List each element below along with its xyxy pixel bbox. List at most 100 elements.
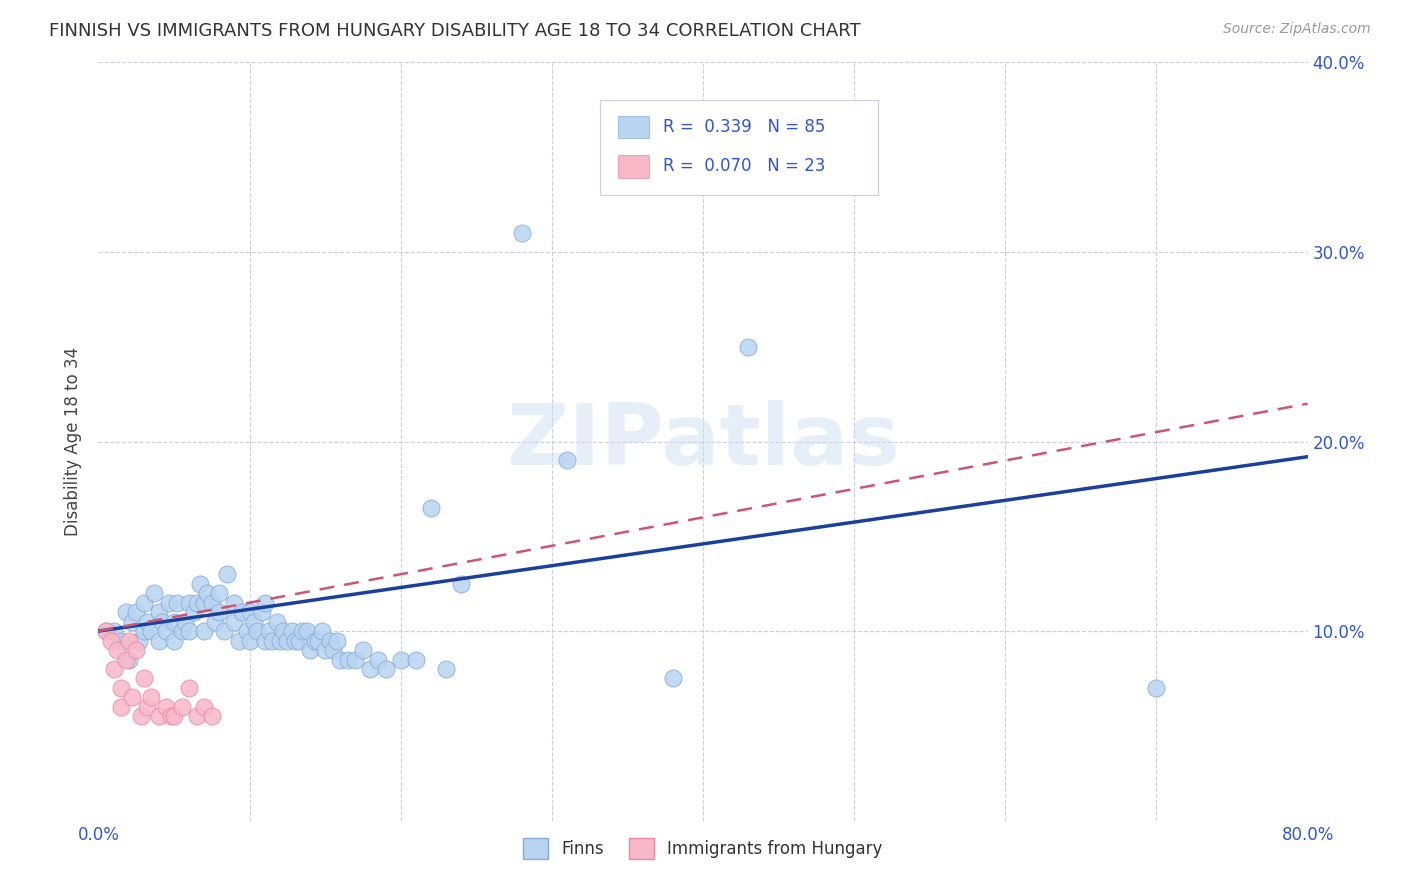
Point xyxy=(243,615,266,629)
Point xyxy=(114,652,136,666)
Point xyxy=(208,586,231,600)
Point xyxy=(257,624,280,639)
Point xyxy=(188,576,211,591)
Point xyxy=(231,605,253,619)
Point xyxy=(159,596,181,610)
Bar xyxy=(619,116,648,138)
Point xyxy=(246,624,269,639)
Point xyxy=(224,596,246,610)
Point xyxy=(284,633,307,648)
Point xyxy=(250,605,273,619)
Point xyxy=(239,605,262,619)
Point xyxy=(405,652,427,666)
Point xyxy=(344,652,367,666)
Point xyxy=(215,567,238,582)
Point xyxy=(166,596,188,610)
Point xyxy=(94,624,117,639)
Point xyxy=(204,615,226,629)
Point xyxy=(155,624,177,639)
Point xyxy=(179,624,201,639)
Point xyxy=(281,624,304,639)
Point xyxy=(299,643,322,657)
Point xyxy=(173,615,195,629)
Point xyxy=(434,662,457,676)
Point xyxy=(135,699,157,714)
Point xyxy=(118,633,141,648)
Text: R =  0.339   N = 85: R = 0.339 N = 85 xyxy=(664,118,825,136)
Point xyxy=(148,633,170,648)
Point xyxy=(208,605,231,619)
Point xyxy=(163,633,186,648)
Point xyxy=(228,633,250,648)
Point xyxy=(179,596,201,610)
Point xyxy=(105,643,128,657)
Y-axis label: Disability Age 18 to 34: Disability Age 18 to 34 xyxy=(63,347,82,536)
Point xyxy=(148,605,170,619)
Point xyxy=(239,633,262,648)
Point xyxy=(132,624,155,639)
Point xyxy=(420,500,443,515)
Point xyxy=(193,624,215,639)
Point xyxy=(163,709,186,723)
Point xyxy=(100,633,122,648)
Point xyxy=(160,709,183,723)
Text: FINNISH VS IMMIGRANTS FROM HUNGARY DISABILITY AGE 18 TO 34 CORRELATION CHART: FINNISH VS IMMIGRANTS FROM HUNGARY DISAB… xyxy=(49,22,860,40)
Point xyxy=(555,453,578,467)
Point xyxy=(183,605,205,619)
Point xyxy=(510,226,533,240)
Point xyxy=(450,576,472,591)
Point xyxy=(291,624,314,639)
Point xyxy=(150,615,173,629)
Point xyxy=(155,699,177,714)
Point xyxy=(132,596,155,610)
Point xyxy=(266,615,288,629)
Point xyxy=(186,709,208,723)
Point xyxy=(336,652,359,666)
Text: Source: ZipAtlas.com: Source: ZipAtlas.com xyxy=(1223,22,1371,37)
Point xyxy=(118,652,141,666)
Point xyxy=(170,699,193,714)
Point xyxy=(314,643,336,657)
Point xyxy=(143,586,166,600)
Point xyxy=(201,596,224,610)
Point xyxy=(163,615,186,629)
Point xyxy=(128,633,150,648)
Point xyxy=(374,662,396,676)
Point xyxy=(110,699,132,714)
Point xyxy=(103,662,125,676)
Point xyxy=(360,662,382,676)
Text: R =  0.070   N = 23: R = 0.070 N = 23 xyxy=(664,157,825,176)
Point xyxy=(125,643,148,657)
Point xyxy=(276,633,298,648)
Point xyxy=(288,633,311,648)
Point xyxy=(179,681,201,695)
Point xyxy=(295,624,318,639)
Point xyxy=(110,681,132,695)
Point xyxy=(121,615,143,629)
Point xyxy=(125,605,148,619)
Point xyxy=(212,624,235,639)
Point xyxy=(253,633,276,648)
Point xyxy=(129,709,152,723)
Point xyxy=(94,624,117,639)
Point xyxy=(193,596,215,610)
Point xyxy=(389,652,412,666)
Point xyxy=(114,605,136,619)
Point xyxy=(367,652,389,666)
Point xyxy=(110,633,132,648)
Point xyxy=(201,709,224,723)
Point xyxy=(322,643,344,657)
Point xyxy=(307,633,329,648)
Point xyxy=(121,690,143,705)
Point xyxy=(326,633,349,648)
Bar xyxy=(619,155,648,178)
Point xyxy=(141,624,163,639)
Point xyxy=(186,596,208,610)
Point xyxy=(271,624,294,639)
Point xyxy=(193,699,215,714)
Legend: Finns, Immigrants from Hungary: Finns, Immigrants from Hungary xyxy=(516,831,890,865)
Point xyxy=(737,340,759,354)
Point xyxy=(262,633,284,648)
Point xyxy=(235,624,257,639)
Point xyxy=(269,633,291,648)
